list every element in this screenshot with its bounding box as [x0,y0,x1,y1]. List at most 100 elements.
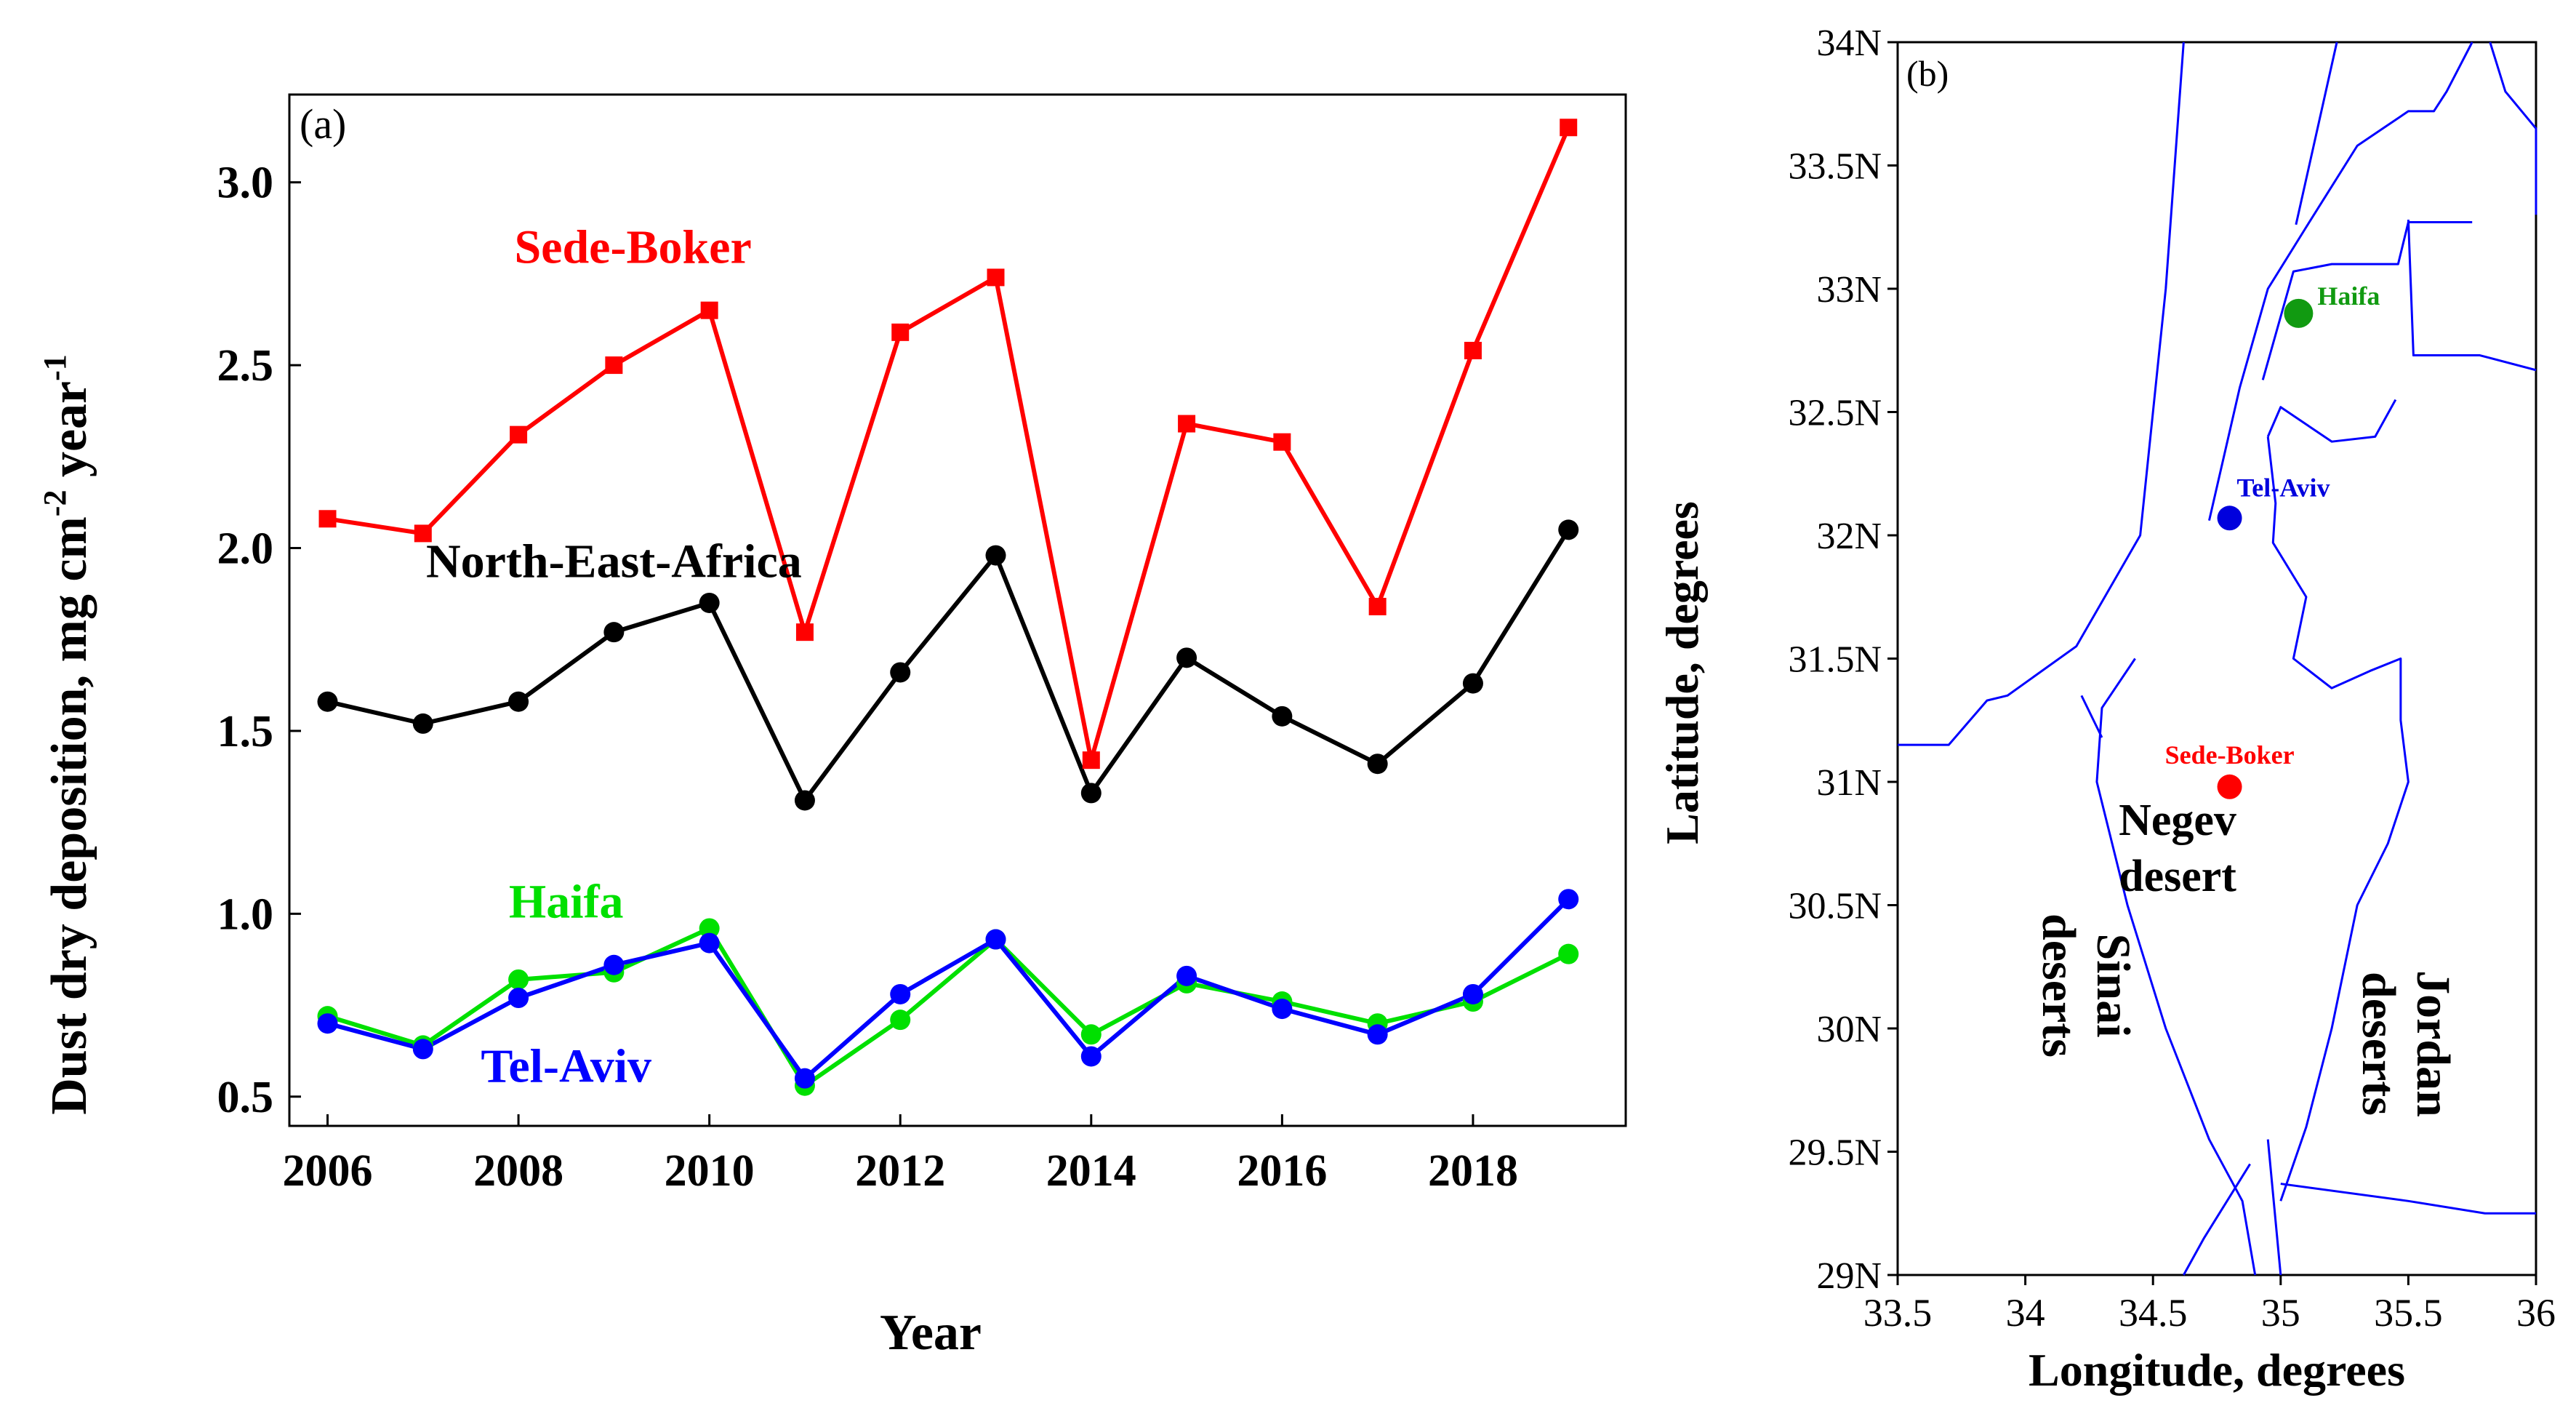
map-area-b [1896,41,2537,1276]
marker-sede-boker [1273,433,1291,451]
x-tick-label-a: 2010 [665,1146,755,1196]
marker-north-east-africa [1080,783,1102,804]
marker-tel-aviv [985,929,1006,950]
series-label-sede-boker: Sede-Boker [514,220,751,273]
series-label-haifa: Haifa [509,875,624,928]
marker-haifa [699,918,720,939]
marker-haifa [1080,1024,1102,1045]
marker-tel-aviv [1367,1024,1388,1045]
x-tick-label-b: 35.5 [2374,1291,2443,1335]
series-line-haifa [326,926,1570,1088]
border-line [2266,436,2410,1202]
x-tick-label-a: 2016 [1237,1146,1327,1196]
marker-tel-aviv [1558,889,1579,910]
x-axis-label-a: Year [880,1305,982,1361]
region-negev-line1: Negev [2119,796,2236,845]
y-tick-label-a: 3.0 [217,159,274,208]
region-sinai-line2: deserts [2032,914,2085,1058]
marker-tel-aviv [603,954,625,975]
series-label-tel-aviv: Tel-Aviv [481,1040,651,1093]
marker-sede-boker [414,524,432,543]
y-axis-label-b: Latitude, degrees [1656,501,1708,844]
region-jordan-line2: deserts [2352,972,2405,1116]
marker-north-east-africa [603,622,625,643]
marker-tel-aviv [794,1068,815,1089]
city-label-sede-boker: Sede-Boker [2165,740,2295,770]
x-axis-label-b: Longitude, degrees [2029,1344,2405,1396]
y-tick-label-a: 2.0 [217,524,274,574]
x-tick-label-a: 2014 [1046,1146,1136,1196]
border-line [2266,399,2397,443]
marker-tel-aviv [508,988,529,1009]
border-line [2080,695,2103,738]
region-jordan-line1: Jordan [2407,970,2460,1117]
marker-sede-boker [318,510,337,528]
marker-north-east-africa [508,691,529,712]
marker-north-east-africa [412,713,433,734]
y-tick-label-b: 30N [1816,1009,1882,1050]
marker-tel-aviv [1272,999,1293,1020]
marker-sede-boker [1178,415,1196,433]
marker-tel-aviv [1462,983,1483,1004]
y-tick-label-b: 32N [1816,516,1882,557]
x-tick-label-b: 34.5 [2119,1291,2188,1335]
marker-sede-boker [1082,751,1100,770]
region-negev: Negev desert [2119,796,2236,901]
series-line-sede-boker [327,127,1570,763]
region-jordan: Jordan deserts [2352,970,2460,1117]
series-label-north-east-africa: North-East-Africa [426,535,802,588]
panel-label-b: (b) [1906,53,1949,94]
y-tick-label-a: 1.0 [217,890,274,939]
marker-haifa [1558,943,1579,964]
border-line [1898,41,2185,746]
y-axis-label-a-sup1: -2 [37,490,73,517]
marker-north-east-africa [1558,519,1579,540]
series-line-north-east-africa [326,528,1570,803]
y-tick-label-a: 0.5 [217,1073,274,1122]
border-line [2208,41,2473,521]
city-marker-sede-boker [2217,774,2242,799]
marker-tel-aviv [699,932,720,954]
y-tick-label-b: 33N [1816,269,1882,311]
border-line [2280,1183,2536,1215]
x-tick-label-b: 35 [2261,1291,2300,1335]
region-sinai: Sinai deserts [2032,914,2140,1058]
panel-b-map: 33.5 34 34.5 35 35.5 36 29N 29.5N 30N 30.5N 31N 31.… [1656,23,2556,1396]
y-axis-label-a-main: Dust dry deposition, mg cm [41,516,97,1115]
region-negev-line2: desert [2119,852,2236,901]
border-line [2261,220,2473,380]
y-tick-label-b: 30.5N [1788,886,1882,927]
y-tick-label-b: 31N [1816,762,1882,804]
marker-north-east-africa [1367,754,1388,775]
y-axis-label-a: Dust dry deposition, mg cm-2 year-1 [37,354,97,1115]
border-line [2295,41,2338,225]
series-line-tel-aviv [326,898,1570,1081]
y-tick-label-b: 33.5N [1788,146,1882,188]
y-axis-label-a-mid: year [41,381,97,490]
marker-north-east-africa [1462,673,1483,694]
x-tick-label-b: 34 [2006,1291,2045,1335]
marker-north-east-africa [317,691,338,712]
y-tick-label-b: 31.5N [1788,639,1882,681]
marker-sede-boker [1368,597,1387,615]
marker-tel-aviv [412,1039,433,1060]
marker-north-east-africa [985,545,1006,566]
panel-label-a: (a) [300,100,346,148]
border-line [2489,41,2537,215]
y-tick-label-b: 29.5N [1788,1132,1882,1174]
x-tick-label-a: 2012 [855,1146,945,1196]
marker-north-east-africa [890,662,911,683]
marker-haifa [890,1010,911,1031]
marker-sede-boker [700,301,718,319]
marker-sede-boker [795,623,814,641]
marker-sede-boker [987,268,1005,287]
marker-tel-aviv [1080,1046,1102,1067]
x-tick-label-a: 2006 [283,1146,373,1196]
border-line [2407,220,2537,372]
region-sinai-line1: Sinai [2087,933,2140,1037]
city-label-haifa: Haifa [2317,281,2380,311]
x-tick-label-b: 36 [2516,1291,2556,1335]
marker-sede-boker [1560,119,1578,137]
city-marker-haifa [2284,298,2314,328]
